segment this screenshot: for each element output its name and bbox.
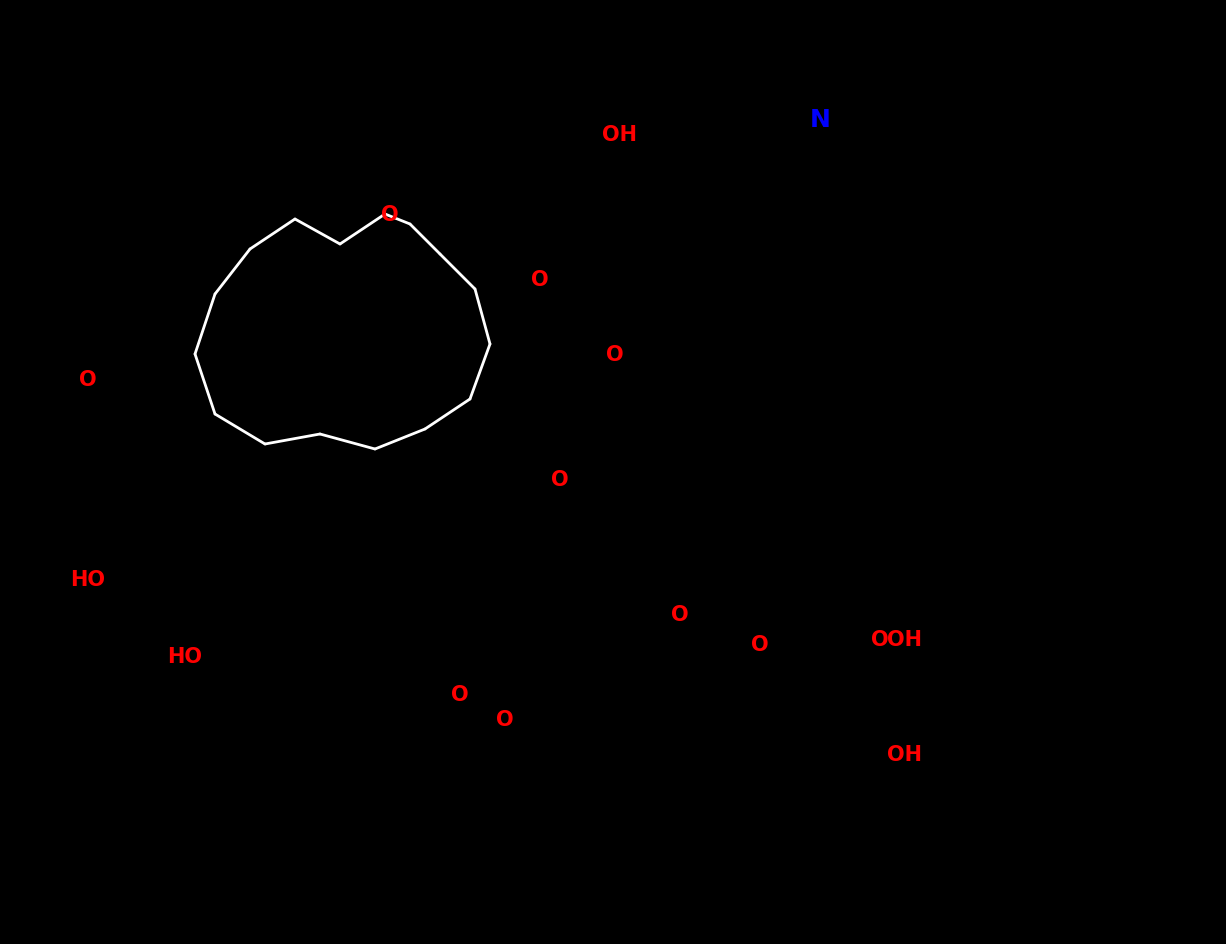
- Text: O: O: [497, 709, 514, 729]
- Text: O: O: [80, 370, 97, 390]
- Text: OH: OH: [602, 125, 638, 144]
- Text: O: O: [381, 205, 398, 225]
- Text: HO: HO: [168, 647, 202, 666]
- Text: N: N: [809, 108, 830, 132]
- Text: O: O: [671, 604, 689, 624]
- Text: OH: OH: [888, 744, 922, 765]
- Text: O: O: [606, 345, 624, 364]
- Text: HO: HO: [71, 569, 105, 589]
- Text: O: O: [752, 634, 769, 654]
- Text: O: O: [531, 270, 549, 290]
- Text: OH: OH: [888, 630, 922, 649]
- Text: O: O: [451, 684, 468, 704]
- Text: O: O: [552, 469, 569, 490]
- Text: O: O: [872, 630, 889, 649]
